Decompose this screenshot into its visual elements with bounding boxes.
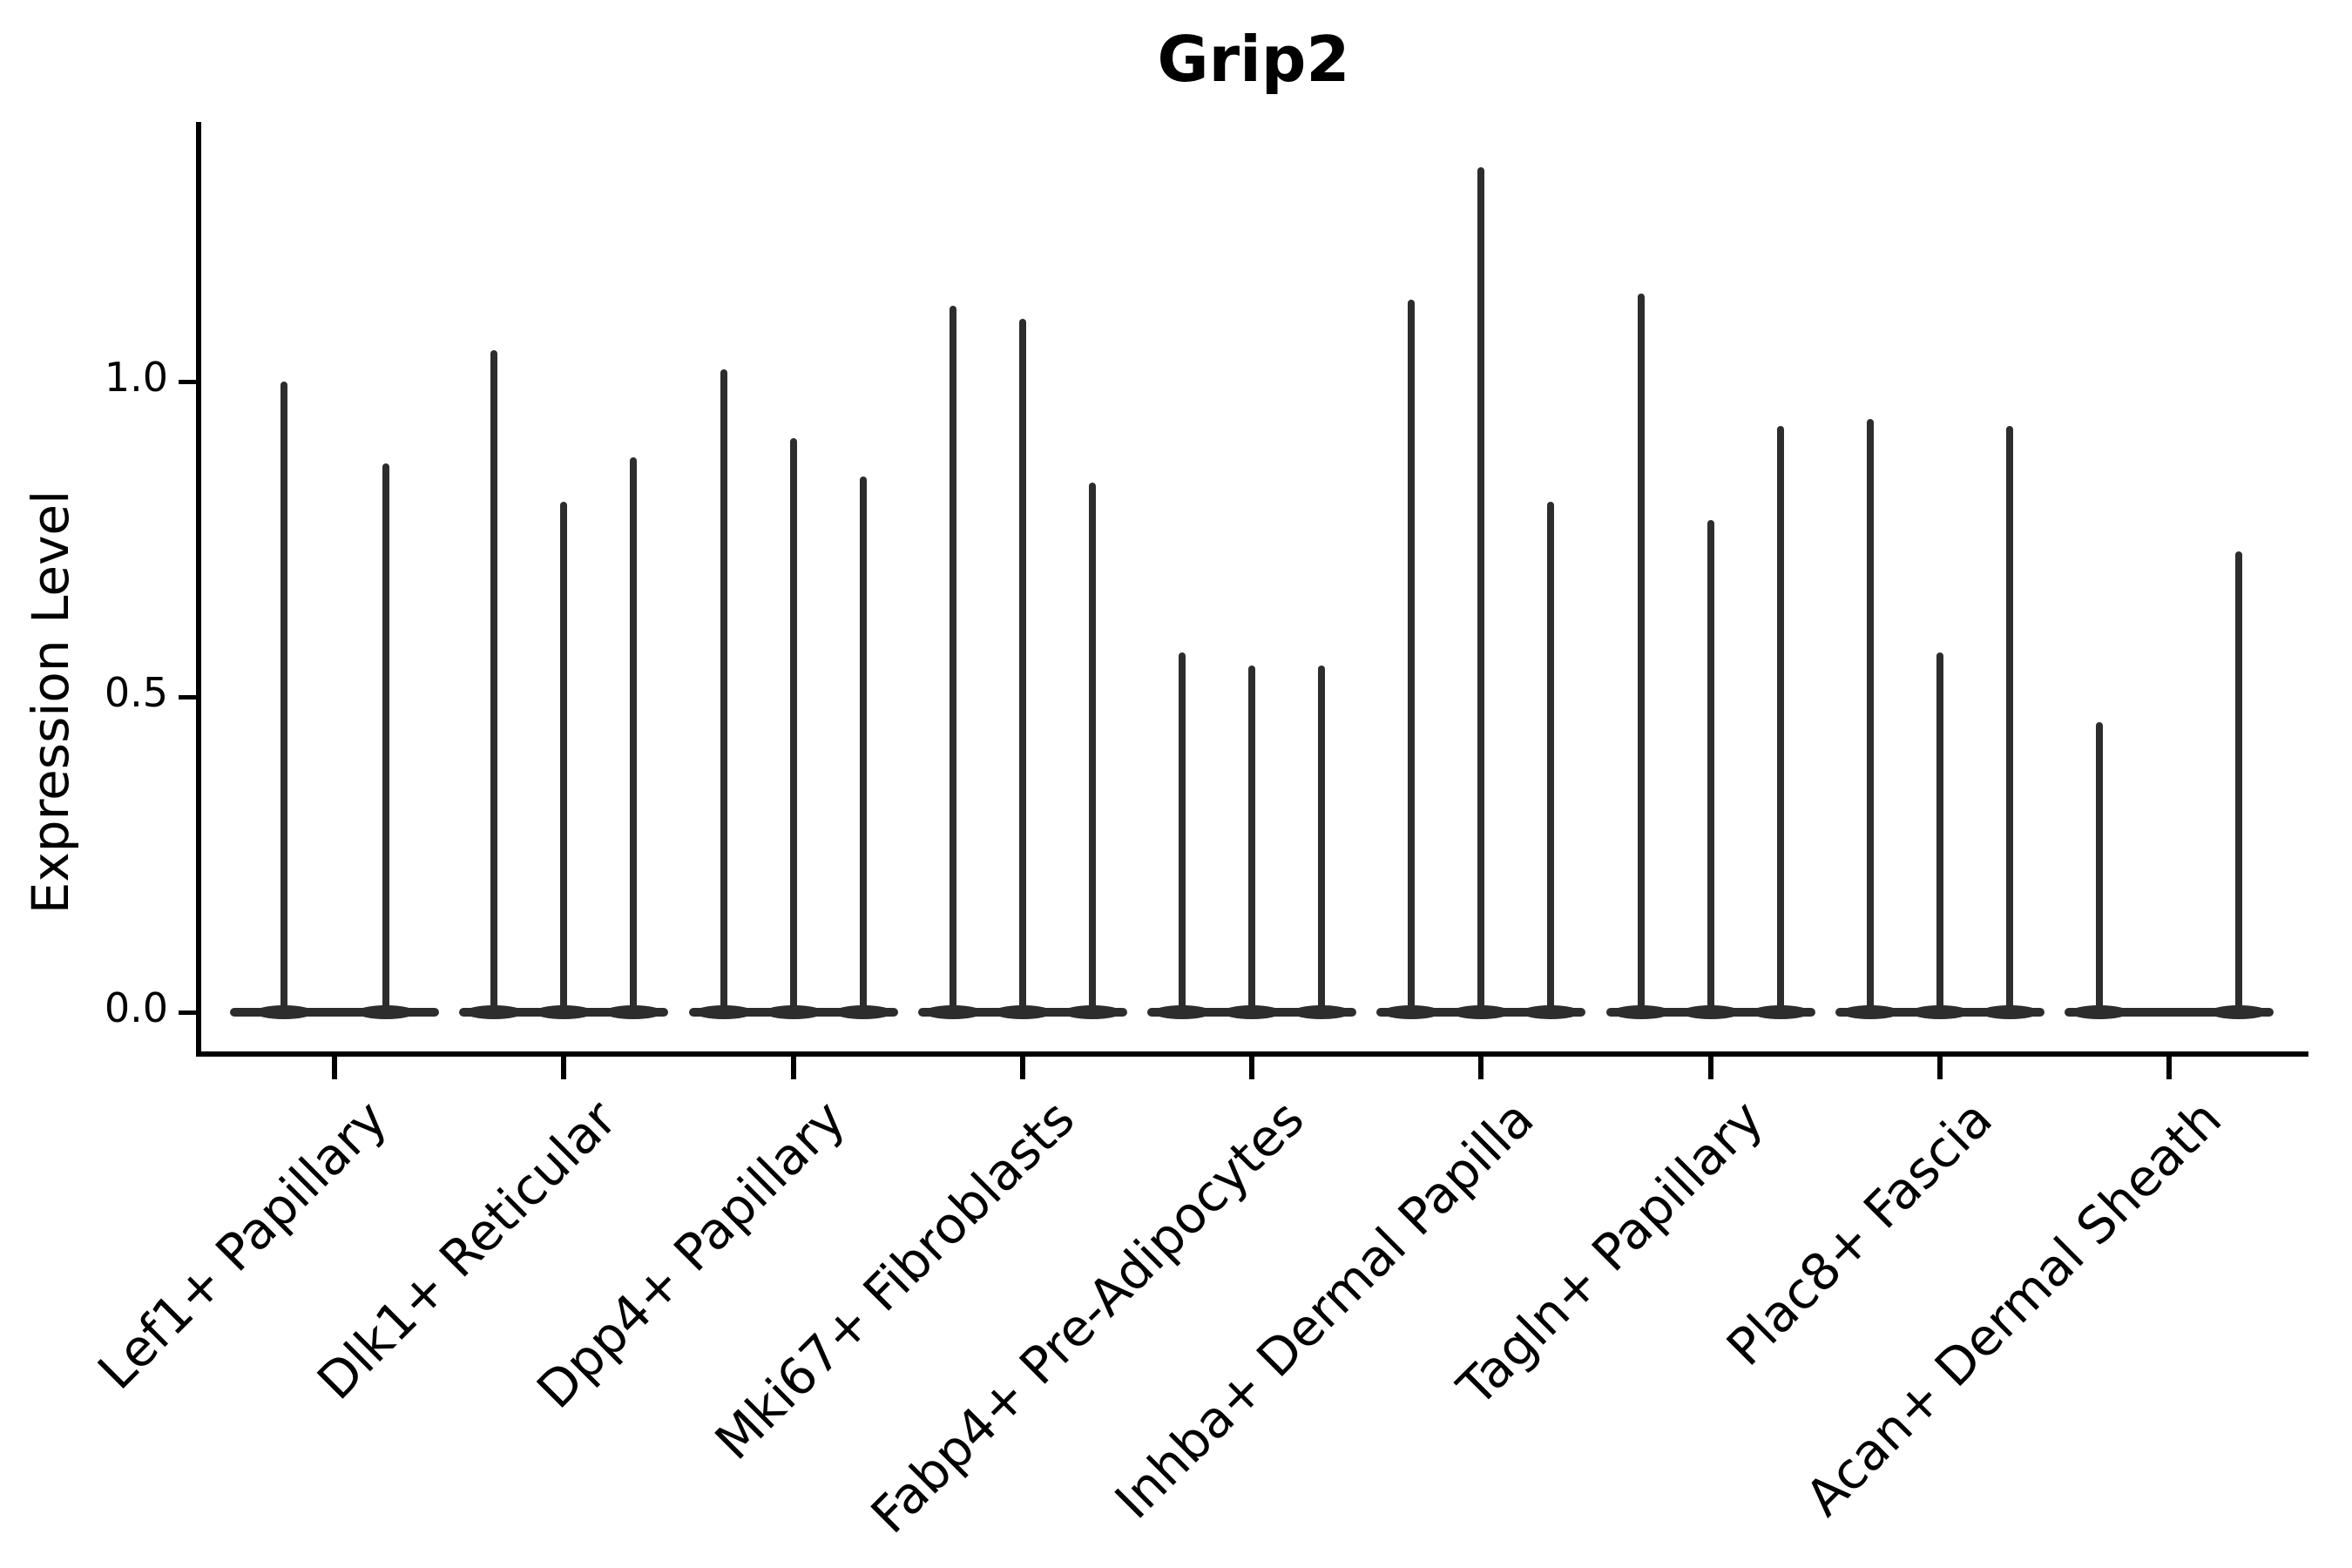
violin-spike [490,349,498,1012]
violin-base-bump [2209,1005,2268,1019]
violin-spike [789,438,797,1012]
violin-base-bump [1451,1005,1511,1019]
violin-base-bump [1152,1005,1212,1019]
violin-base-bump [693,1005,754,1019]
violin-base-bump [2070,1005,2129,1019]
x-axis-spine [196,1051,2308,1057]
y-tick-label: 0.5 [104,669,168,716]
x-tick-mark [1936,1057,1943,1079]
violin-spike [1866,419,1874,1012]
violin-base-bump [254,1005,314,1019]
violin-base-bump [1062,1005,1122,1019]
x-tick-mark [561,1057,567,1079]
x-tick-mark [1707,1057,1713,1079]
violin-base-bump [534,1005,594,1019]
y-tick-label: 0.0 [104,984,168,1031]
x-tick-mark [1478,1057,1484,1079]
violin-base-bump [923,1005,983,1019]
violin-spike [1936,652,1943,1012]
violin-spike [280,382,287,1012]
violin-spike [720,368,727,1012]
x-tick-label: Fabp4+ Pre-Adipocytes [859,1089,1316,1545]
violin-base-bump [1909,1005,1970,1019]
violin-spike [382,463,389,1012]
violin-base [2065,1008,2274,1017]
violin-base-bump [1521,1005,1581,1019]
violin-base-bump [833,1005,893,1019]
y-axis-spine [196,122,201,1057]
violin-spike [1248,665,1255,1012]
violin-spike [1477,166,1485,1012]
violin-spike [1088,482,1096,1012]
violin-spike [859,476,867,1012]
violin-spike [2005,425,2013,1012]
violin-spike [2235,551,2242,1012]
violin-spike [1018,318,1026,1012]
x-tick-mark [1019,1057,1025,1079]
x-tick-mark [1249,1057,1254,1079]
y-tick-mark [179,379,198,384]
chart-title: Grip2 [1157,23,1350,96]
violin-base-bump [1750,1005,1810,1019]
y-tick-label: 1.0 [104,354,168,401]
violin-base-bump [356,1005,416,1019]
violin-base-bump [1222,1005,1281,1019]
violin-base-bump [604,1005,664,1019]
violin-base-bump [1979,1005,2039,1019]
x-tick-label: Acan+ Dermal Sheath [1794,1089,2234,1528]
violin-base-bump [1680,1005,1740,1019]
violin-base [230,1008,439,1017]
x-tick-label: Inhba+ Dermal Papilla [1103,1089,1545,1531]
violin-base-bump [464,1005,524,1019]
violin-spike [1637,293,1645,1012]
violin-spike [1776,425,1784,1012]
violin-base-bump [992,1005,1052,1019]
violin-spike [1318,665,1325,1012]
violin-base-bump [1840,1005,1900,1019]
violin-spike [949,306,956,1012]
x-tick-mark [2166,1057,2172,1079]
x-tick-mark [332,1057,337,1079]
violin-spike [1408,299,1416,1012]
violin-spike [1547,501,1555,1012]
x-tick-mark [790,1057,796,1079]
violin-base-bump [763,1005,823,1019]
violin-base-bump [1611,1005,1671,1019]
violin-base-bump [1382,1005,1442,1019]
violin-spike [1179,652,1186,1012]
violin-spike [630,456,638,1012]
y-tick-mark [179,694,198,700]
violin-spike [1707,520,1714,1012]
violin-base-bump [1292,1005,1351,1019]
y-tick-mark [179,1010,198,1015]
violin-spike [560,501,568,1012]
violin-spike [2096,721,2103,1012]
